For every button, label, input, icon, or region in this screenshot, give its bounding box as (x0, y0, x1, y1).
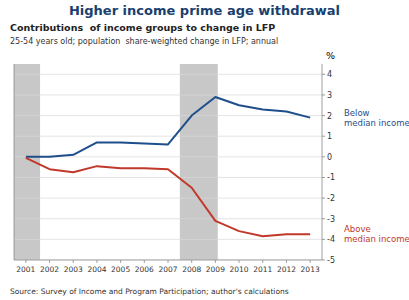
grid-line (14, 260, 322, 261)
tick-label: 2009 (206, 265, 225, 274)
recession-band (180, 64, 218, 260)
grid-line (14, 94, 322, 95)
subtitle: 25-54 years old; population share-weight… (10, 37, 278, 46)
tick-label: 2003 (64, 265, 83, 274)
series-line (26, 158, 310, 236)
axis-line (322, 64, 323, 260)
tick (73, 260, 74, 263)
tick (322, 156, 325, 157)
series-label: Abovemedian income (344, 224, 409, 244)
tick (322, 136, 325, 137)
tick-label: 3 (327, 91, 332, 100)
plot-area (14, 64, 322, 260)
tick (322, 94, 325, 95)
title: Higher income prime age withdrawal (69, 3, 340, 18)
series-label: Belowmedian income (344, 108, 409, 128)
axis-label: % (326, 50, 335, 61)
tick (310, 260, 311, 263)
chart: Higher income prime age withdrawal Contri… (0, 0, 409, 300)
tick-label: 2012 (277, 265, 296, 274)
tick-label: 4 (327, 70, 332, 79)
tick (286, 260, 287, 263)
tick-label: -1 (327, 173, 335, 182)
tick (262, 260, 263, 263)
tick (239, 260, 240, 263)
tick (322, 177, 325, 178)
tick-label: 2 (327, 112, 332, 121)
tick (49, 260, 50, 263)
grid-line (14, 239, 322, 240)
tick (322, 239, 325, 240)
tick-label: 2008 (182, 265, 201, 274)
tick-label: 2005 (111, 265, 130, 274)
tick (322, 74, 325, 75)
grid-line (14, 136, 322, 137)
tick-label: 2011 (253, 265, 272, 274)
tick (322, 218, 325, 219)
tick-label: 1 (327, 132, 332, 141)
tick (120, 260, 121, 263)
grid-line (14, 74, 322, 75)
grid-line (14, 177, 322, 178)
tick-label: -4 (327, 235, 335, 244)
subtitle: Contributions of income groups to change… (10, 22, 275, 33)
tick-label: 2013 (301, 265, 320, 274)
tick (25, 260, 26, 263)
tick (191, 260, 192, 263)
tick (168, 260, 169, 263)
tick-label: 2002 (40, 265, 59, 274)
source-note: Source: Survey of Income and Program Par… (10, 287, 289, 296)
tick-label: -5 (327, 256, 335, 265)
series-line (26, 97, 310, 157)
tick (322, 260, 325, 261)
tick (96, 260, 97, 263)
tick-label: 0 (327, 153, 332, 162)
tick-label: 2006 (135, 265, 154, 274)
tick-label: 2001 (16, 265, 35, 274)
tick (144, 260, 145, 263)
tick (322, 115, 325, 116)
grid-line (14, 198, 322, 199)
tick (322, 198, 325, 199)
grid-line (14, 115, 322, 116)
tick-label: 2010 (230, 265, 249, 274)
tick-label: 2007 (158, 265, 177, 274)
axis-line (14, 64, 15, 260)
tick-label: -2 (327, 194, 335, 203)
grid-line (14, 218, 322, 219)
tick-label: 2004 (87, 265, 106, 274)
tick (215, 260, 216, 263)
tick-label: -3 (327, 215, 335, 224)
